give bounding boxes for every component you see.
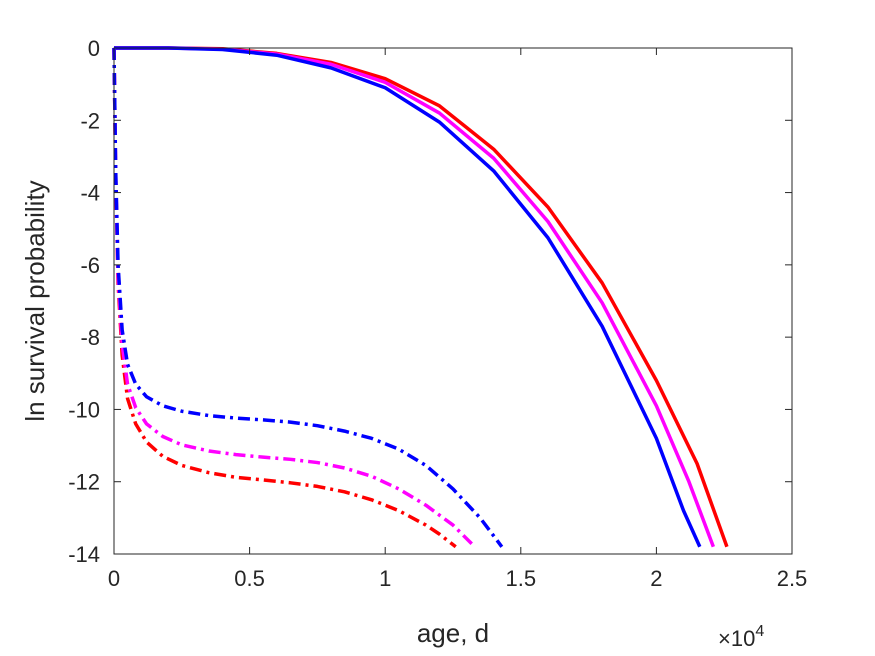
x-axis-multiplier: ×104 xyxy=(718,623,764,651)
x-axis-multiplier-exponent: 4 xyxy=(755,623,764,640)
x-tick-label-5: 2.5 xyxy=(777,566,808,591)
y-tick-label-2: -4 xyxy=(80,181,100,206)
x-tick-label-2: 1 xyxy=(379,566,391,591)
series-line-6 xyxy=(112,47,504,548)
x-axis-label: age, d xyxy=(417,618,489,648)
x-tick-label-1: 0.5 xyxy=(234,566,265,591)
series-layer xyxy=(112,46,729,549)
series-line-4 xyxy=(112,47,457,549)
x-tick-label-4: 2 xyxy=(650,566,662,591)
x-axis-multiplier-base: ×10 xyxy=(718,626,755,651)
x-tick-label-3: 1.5 xyxy=(506,566,537,591)
y-tick-label-1: -2 xyxy=(80,108,100,133)
series-line-3 xyxy=(114,46,702,548)
y-tick-label-7: -14 xyxy=(68,542,100,567)
y-tick-label-0: 0 xyxy=(88,36,100,61)
y-tick-label-5: -10 xyxy=(68,397,100,422)
y-tick-label-4: -8 xyxy=(80,325,100,350)
y-tick-label-3: -6 xyxy=(80,253,100,278)
plot-box xyxy=(113,47,793,555)
y-tick-label-6: -12 xyxy=(68,470,100,495)
x-tick-label-0: 0 xyxy=(108,566,120,591)
tick-layer: 0 0.5 1 1.5 2 2.5 0 -2 -4 -6 -8 -10 -12 -14 xyxy=(68,36,807,591)
series-line-5 xyxy=(112,47,476,549)
y-axis-label: ln survival probability xyxy=(20,180,50,421)
